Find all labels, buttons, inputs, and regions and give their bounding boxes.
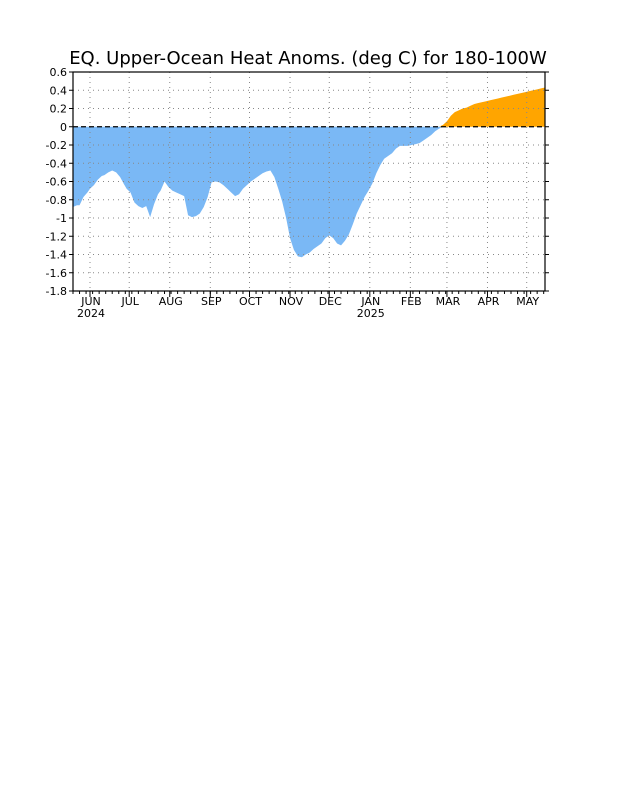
y-tick-label: -0.8 <box>46 194 67 207</box>
x-tick-label: DEC <box>319 295 342 308</box>
plot-area: 0.6 0.4 0.2 0 -0.2 -0.4 -0.6 -0.8 -1 -1.2 -1.4 -1.6… <box>46 66 549 320</box>
x-tick-label: AUG <box>159 295 183 308</box>
x-year-label: 2025 <box>357 307 385 320</box>
y-tick-label: -0.6 <box>46 176 67 189</box>
positive-anomaly-area <box>73 87 545 127</box>
y-tick-label: -1.8 <box>46 285 67 298</box>
negative-anomaly-area <box>73 126 545 258</box>
y-tick-label: -0.4 <box>46 157 67 170</box>
x-tick-label: NOV <box>279 295 304 308</box>
y-tick-label: -0.2 <box>46 139 67 152</box>
x-tick-label: JUL <box>121 295 140 308</box>
x-tick-label: FEB <box>401 295 422 308</box>
y-tick-label: 0 <box>60 121 67 134</box>
y-tick-label: 0.6 <box>50 66 68 79</box>
y-axis: 0.6 0.4 0.2 0 -0.2 -0.4 -0.6 -0.8 -1 -1.2 -1.4 -1.6… <box>46 66 549 298</box>
chart-title: EQ. Upper-Ocean Heat Anoms. (deg C) for … <box>69 48 547 69</box>
x-tick-label: SEP <box>201 295 222 308</box>
x-tick-label: JUN <box>80 295 101 308</box>
y-tick-label: 0.4 <box>50 84 68 97</box>
x-year-label: 2024 <box>77 307 105 320</box>
y-tick-label: 0.2 <box>50 103 68 116</box>
x-tick-label: MAY <box>516 295 539 308</box>
x-tick-label: MAR <box>436 295 461 308</box>
y-tick-label: -1.4 <box>46 249 67 262</box>
y-tick-label: -1.2 <box>46 230 67 243</box>
x-tick-label: OCT <box>239 295 262 308</box>
y-tick-label: -1.6 <box>46 267 67 280</box>
x-tick-label: APR <box>478 295 500 308</box>
x-tick-label: JAN <box>360 295 380 308</box>
y-tick-label: -1 <box>56 212 67 225</box>
